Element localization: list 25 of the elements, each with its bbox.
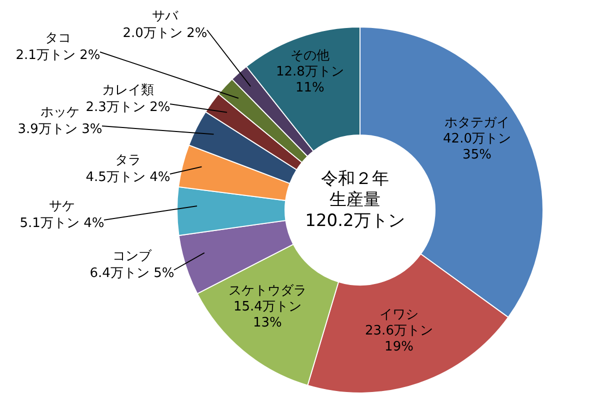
text: 令和２年: [320, 169, 390, 190]
slice-label: コンブ: [112, 249, 152, 264]
slice-label: カレイ類: [102, 83, 154, 98]
slice-label: その他: [290, 48, 330, 64]
data-label: 15.4万トン 13%: [233, 299, 302, 330]
data-label: 23.6万トン 19%: [365, 324, 433, 355]
data-label: 12.8万トン 11%: [276, 64, 344, 96]
text: 生産量: [328, 190, 382, 211]
slice-label: タコ: [45, 31, 71, 46]
data-label: 2.3万トン 2%: [86, 100, 170, 115]
slice-label: ホッケ: [40, 105, 80, 120]
text: 120.2万トン: [304, 211, 406, 232]
slice-label: タラ: [115, 153, 141, 168]
slice-label: スケトウダラ: [228, 283, 306, 298]
slice-label: イワシ: [380, 308, 418, 323]
slice-label: ホタテガイ: [444, 116, 510, 131]
data-label: 2.0万トン 2%: [122, 26, 208, 41]
data-label: 42.0万トン 35%: [443, 132, 511, 163]
slice-label: サバ: [152, 9, 179, 24]
data-label: 5.1万トン 4%: [20, 216, 104, 231]
slice-label: サケ: [49, 199, 75, 214]
data-label: 2.1万トン 2%: [16, 48, 100, 63]
data-label: 3.9万トン 3%: [18, 122, 102, 137]
data-label: 6.4万トン 5%: [90, 266, 174, 281]
data-label: 4.5万トン 4%: [86, 170, 170, 185]
